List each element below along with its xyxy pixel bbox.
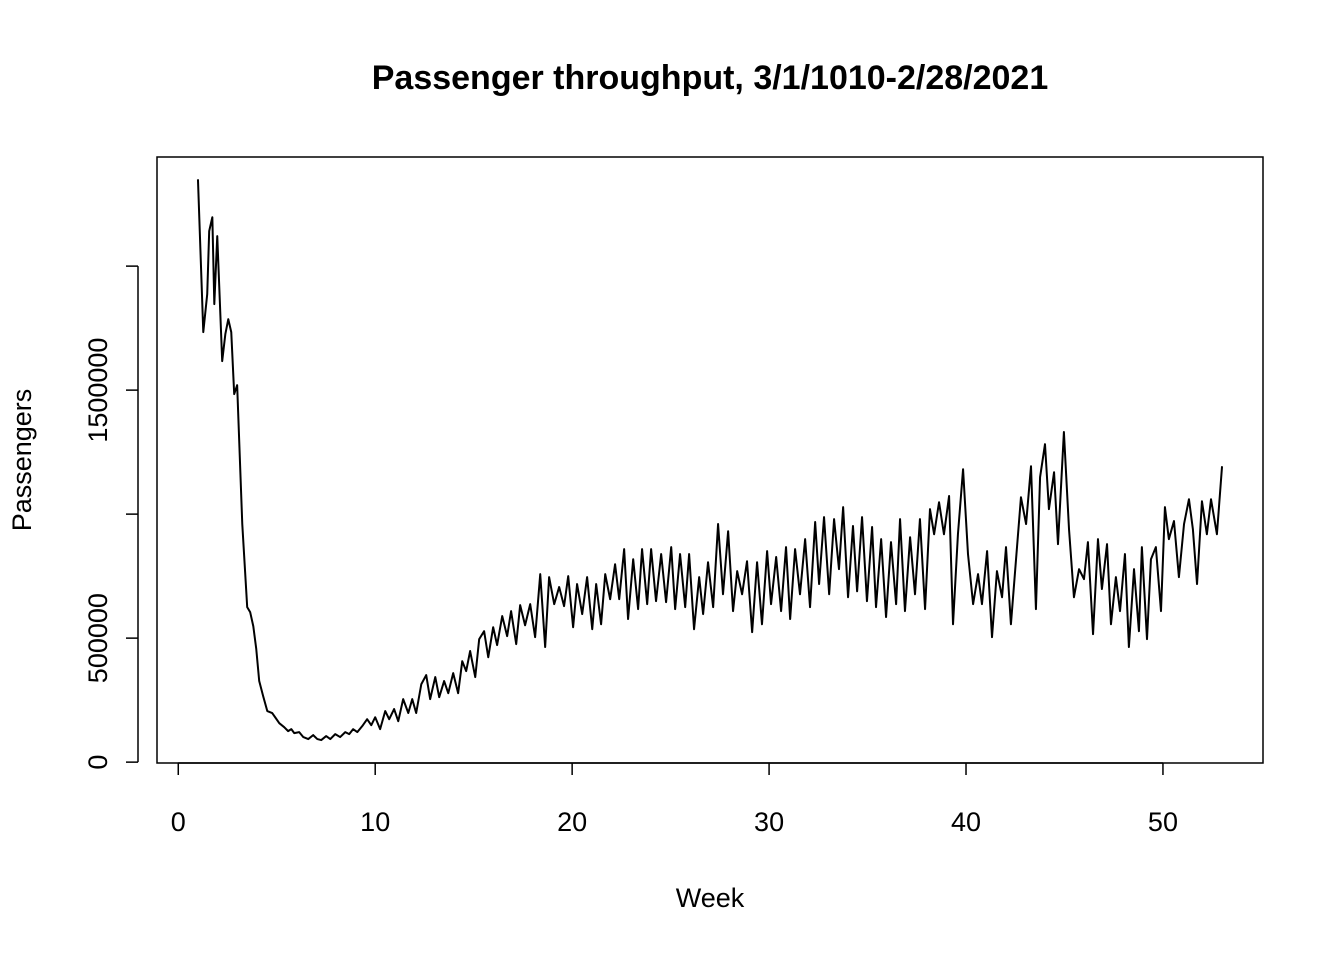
plot-box (156, 156, 1264, 764)
y-axis-label: Passengers (7, 389, 37, 532)
chart-title: Passenger throughput, 3/1/1010-2/28/2021 (372, 59, 1049, 97)
x-tick-label: 40 (951, 807, 981, 837)
x-tick-label: 50 (1148, 807, 1178, 837)
y-tick-label: 0 (83, 755, 113, 770)
x-tick-label: 20 (557, 807, 587, 837)
data-line (196, 179, 1224, 742)
x-tick-label: 10 (360, 807, 390, 837)
y-tick-label: 1500000 (83, 338, 113, 443)
x-tick-label: 30 (754, 807, 784, 837)
y-tick-label: 500000 (83, 593, 113, 683)
x-axis-label: Week (676, 883, 745, 913)
x-tick-label: 0 (171, 807, 186, 837)
